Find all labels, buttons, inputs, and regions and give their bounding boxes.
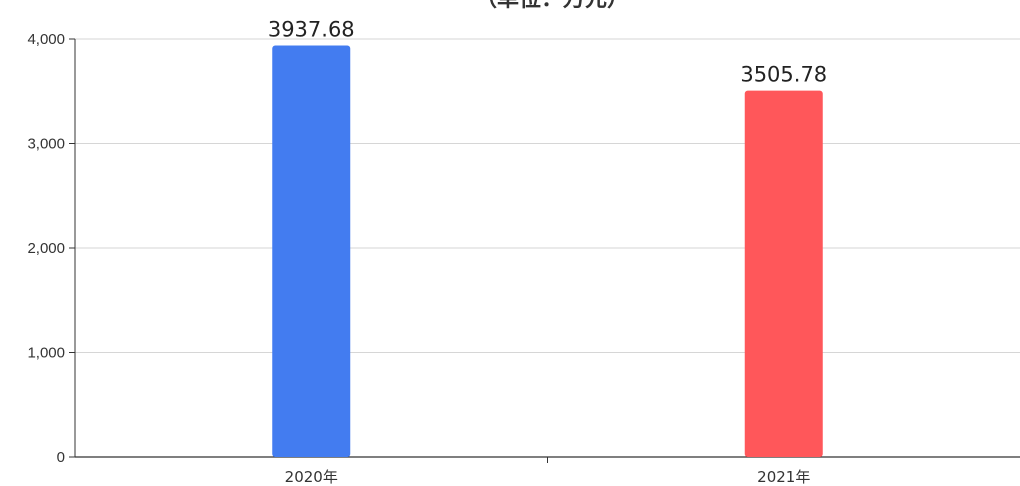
y-tick-label: 1,000 [27, 345, 65, 362]
chart-title: （单位：万元） [475, 0, 629, 12]
data-label: 3937.68 [268, 18, 355, 42]
bar-1[interactable] [272, 45, 351, 457]
gridlines [75, 38, 1020, 353]
y-axis: 0 1,000 2,000 3,000 4,000 [27, 31, 76, 466]
y-tick-label: 2,000 [27, 240, 65, 257]
y-tick-label: 3,000 [27, 136, 65, 153]
x-tick-label: 2021年 [757, 468, 810, 486]
y-tick-label: 0 [57, 449, 65, 466]
data-labels: 3937.68 3505.78 [268, 18, 827, 87]
bars [272, 45, 823, 457]
data-label: 3505.78 [740, 63, 827, 87]
x-tick-label: 2020年 [285, 468, 338, 486]
x-axis: 2020年 2021年 [75, 456, 1020, 486]
y-tick-label: 4,000 [27, 31, 65, 48]
bar-2[interactable] [744, 90, 823, 457]
